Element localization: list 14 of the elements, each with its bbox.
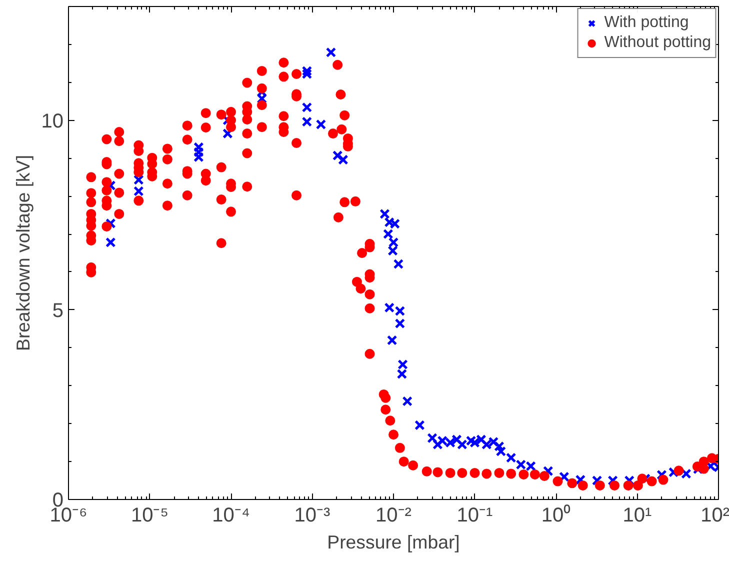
- x-tick-label: 10⁻¹: [456, 504, 494, 526]
- y-tick-label: 10: [41, 110, 64, 132]
- y-tick-label: 5: [52, 300, 64, 322]
- legend-label: Without potting: [604, 34, 711, 52]
- x-tick-label: 10¹: [622, 504, 652, 526]
- x-tick-label: 10⁰: [541, 504, 571, 526]
- x-tick-label: 10⁻⁵: [130, 504, 169, 526]
- x-tick-label: 10⁻²: [376, 504, 412, 526]
- legend-label: With potting: [604, 14, 689, 32]
- y-axis-title: Breakdown voltage [kV]: [12, 155, 34, 351]
- x-axis-title: Pressure [mbar]: [327, 532, 460, 552]
- x-tick-label: 10⁻³: [294, 504, 331, 526]
- x-tick-label: 10²: [700, 504, 729, 526]
- x-tick-label: 10⁻⁴: [212, 504, 250, 526]
